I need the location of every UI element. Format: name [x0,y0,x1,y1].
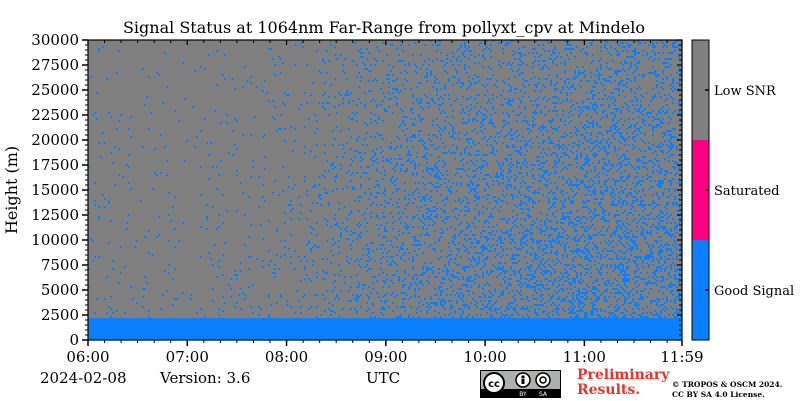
y-tick-label: 20000 [31,131,79,149]
by-label: BY [519,391,527,397]
x-tick-label: 07:00 [166,348,209,366]
colorbar: Good Signal Saturated Low SNR [691,39,794,341]
good-signal-layer [88,318,682,340]
svg-text:cc: cc [488,379,500,390]
cc-icon: cc BY SA [481,372,560,398]
x-axis: 06:00 07:00 08:00 09:00 10:00 11:00 11:59 [66,40,704,366]
x-tick-label: 06:00 [66,348,109,366]
x-tick-label: 10:00 [463,348,506,366]
y-tick-label: 0 [69,331,79,349]
y-tick-label: 7500 [41,256,79,274]
colorbar-label: Low SNR [714,84,777,99]
y-tick-label: 15000 [31,181,79,199]
preliminary-line1: Preliminary [577,367,670,383]
sa-label: SA [539,391,548,397]
y-axis: 0 2500 5000 7500 10000 12500 15000 17500 20000 22… [31,31,682,349]
x-axis-unit-label: UTC [366,369,401,387]
y-tick-label: 12500 [31,206,79,224]
cc-license-badge: cc BY SA [480,370,561,398]
y-axis-label: Height (m) [2,146,21,234]
colorbar-label: Saturated [714,184,779,199]
chart-title: Signal Status at 1064nm Far-Range from p… [123,18,645,37]
version-label: Version: 3.6 [160,369,251,387]
colorbar-frame [691,39,710,341]
y-tick-label: 22500 [31,106,79,124]
y-tick-label: 25000 [31,81,79,99]
date-label: 2024-02-08 [40,369,127,387]
colorbar-segment [692,140,709,240]
colorbar-segment [692,240,709,340]
y-tick-label: 10000 [31,231,79,249]
colorbar-segment [692,40,709,140]
x-tick-label: 09:00 [364,348,407,366]
plot-area [87,39,683,341]
y-tick-label: 2500 [41,306,79,324]
y-tick-label: 5000 [41,281,79,299]
y-tick-label: 17500 [31,156,79,174]
copyright-notice: © TROPOS & OSCM 2024. CC BY SA 4.0 Licen… [672,380,782,400]
good-signal-speckle [88,40,682,318]
y-tick-label: 30000 [31,31,79,49]
colorbar-label: Good Signal [714,284,794,299]
copyright-line1: © TROPOS & OSCM 2024. [672,380,783,389]
x-tick-label: 11:59 [660,348,703,366]
sa-icon [535,372,551,388]
y-tick-label: 27500 [31,56,79,74]
x-tick-label: 08:00 [265,348,308,366]
copyright-line2: CC BY SA 4.0 License. [672,390,765,399]
x-tick-label: 11:00 [563,348,606,366]
signal-pixels [88,40,682,318]
preliminary-notice: Preliminary Results. [577,368,669,398]
preliminary-line2: Results. [577,382,641,398]
